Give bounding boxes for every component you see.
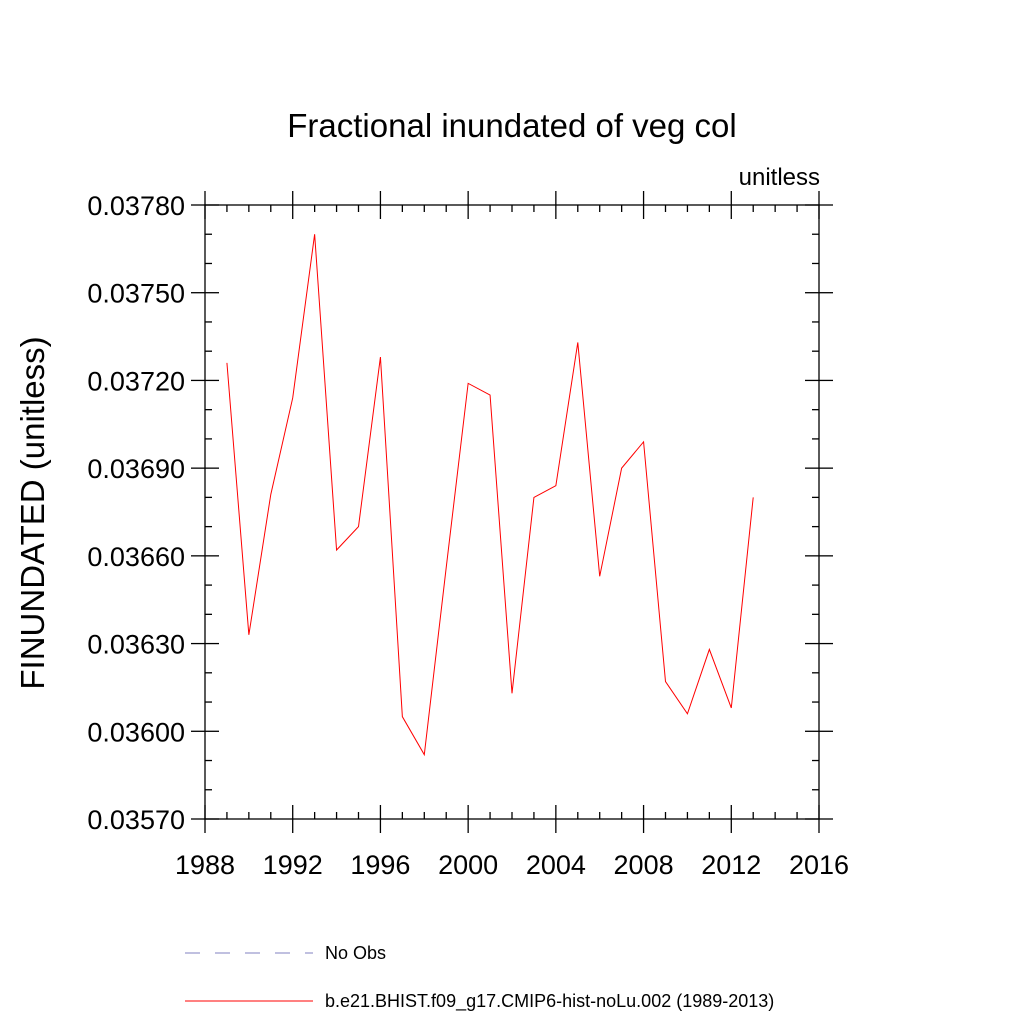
legend-label: No Obs [325,943,386,963]
y-tick-label: 0.03690 [87,454,185,484]
y-tick-label: 0.03630 [87,630,185,660]
y-tick-label: 0.03750 [87,279,185,309]
series-layer [226,234,754,757]
x-tick-label: 2008 [614,850,674,880]
units-label: unitless [739,164,820,191]
x-tick-label: 2000 [438,850,498,880]
y-tick-label: 0.03600 [87,717,185,747]
x-tick-label: 1996 [350,850,410,880]
x-tick-label: 1988 [175,850,235,880]
y-tick-label: 0.03720 [87,366,185,396]
axis-ticks: 1988 1992 1996 2000 2004 2008 2012 2016 0.03570 0… [87,191,849,880]
x-tick-label: 2004 [526,850,586,880]
y-tick-label: 0.03570 [87,805,185,835]
legend: No Obs b.e21.BHIST.f09_g17.CMIP6-hist-noL… [185,943,774,1012]
x-tick-label: 2012 [701,850,761,880]
legend-label: b.e21.BHIST.f09_g17.CMIP6-hist-noLu.002 … [325,991,774,1012]
series-line [226,234,754,757]
y-axis-label: FINUNDATED (unitless) [14,336,51,689]
plot-frame [204,204,820,820]
y-tick-label: 0.03660 [87,542,185,572]
x-tick-label: 2016 [789,850,849,880]
x-tick-label: 1992 [263,850,323,880]
y-tick-label: 0.03780 [87,191,185,221]
chart-title: Fractional inundated of veg col [287,107,736,144]
